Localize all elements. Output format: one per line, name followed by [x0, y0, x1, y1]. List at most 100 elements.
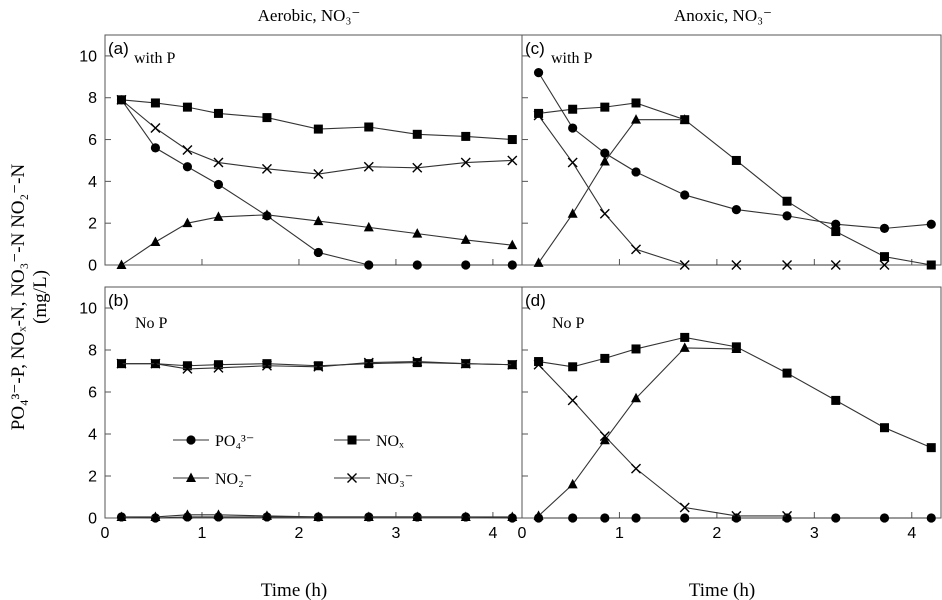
data-point-cross	[116, 94, 127, 105]
x-axis-title-right: Time (h)	[689, 580, 755, 600]
data-point-circle	[600, 513, 610, 523]
data-point-triangle	[533, 257, 544, 267]
data-point-triangle	[460, 234, 471, 244]
legend-label: NO₃⁻	[376, 471, 413, 488]
data-point-triangle	[567, 478, 578, 489]
data-point-cross	[782, 260, 793, 270]
data-point-circle	[879, 223, 890, 234]
data-point-circle	[313, 247, 323, 258]
series-triangle	[116, 509, 518, 521]
x-tick-label: 3	[810, 525, 819, 542]
data-point-triangle	[460, 511, 471, 521]
data-point-cross	[363, 161, 374, 172]
series-square	[116, 95, 517, 145]
panel-label: (a)	[108, 39, 129, 58]
data-point-square	[831, 227, 841, 237]
data-point-square	[600, 102, 610, 112]
data-point-triangle	[182, 509, 193, 519]
panel-annotation: with P	[551, 50, 592, 67]
x-tick-label: 4	[907, 525, 916, 542]
panel-d: 0 1 2 3 4 (d) No P	[518, 286, 942, 542]
data-point-triangle	[599, 156, 610, 166]
data-point-triangle	[731, 343, 742, 353]
y-tick-label: 6	[88, 385, 97, 402]
data-point-circle	[631, 513, 641, 523]
y-tick-label: 2	[88, 216, 97, 233]
y-tick-label: 6	[88, 132, 97, 149]
data-point-cross	[460, 358, 471, 369]
legend-item-cross: NO₃⁻	[334, 471, 413, 488]
panel-annotation: with P	[134, 50, 175, 67]
data-point-square	[600, 353, 610, 363]
data-point-circle	[926, 219, 936, 229]
x-tick-label: 0	[518, 525, 527, 542]
data-point-cross	[782, 510, 793, 521]
data-point-circle	[782, 513, 792, 523]
data-point-circle	[731, 204, 741, 215]
data-point-cross	[567, 395, 578, 406]
data-point-cross	[363, 357, 374, 368]
series-line	[121, 214, 513, 266]
y-tick-label: 10	[79, 301, 97, 318]
data-point-triangle	[679, 114, 690, 124]
data-point-square	[150, 98, 160, 108]
data-point-circle	[926, 513, 936, 523]
data-point-triangle	[412, 228, 423, 238]
series-circle	[533, 68, 936, 234]
data-point-triangle	[261, 510, 272, 520]
series-cross	[116, 356, 518, 374]
data-point-square	[412, 129, 422, 139]
data-point-square	[213, 360, 223, 370]
data-point-cross	[213, 157, 224, 168]
data-point-cross	[507, 359, 518, 370]
legend-item-square: NOₓ	[334, 433, 404, 450]
y-tick-label: 10	[79, 48, 97, 65]
data-point-circle	[600, 148, 610, 158]
series-cross	[533, 110, 890, 270]
data-point-triangle	[313, 215, 324, 226]
data-point-square	[631, 344, 641, 354]
legend-marker-circle	[186, 435, 196, 445]
series-circle	[116, 95, 517, 270]
data-point-circle	[568, 123, 578, 133]
x-tick-label: 4	[488, 525, 497, 542]
series-line	[538, 102, 932, 266]
data-point-circle	[364, 260, 374, 270]
y-axis-title: PO₄³⁻-P, NOₓ-N, NO₃⁻-N NO₂⁻-N (mg/L)	[8, 0, 68, 597]
data-point-square	[534, 357, 544, 367]
panel-b: 0 2 4 6 8 10 0 1 2 3 4 (b) No P	[79, 286, 523, 542]
data-point-cross	[631, 463, 642, 474]
data-point-triangle	[567, 208, 578, 218]
data-point-square	[926, 260, 936, 270]
y-tick-label: 8	[88, 90, 97, 107]
data-point-cross	[879, 260, 890, 270]
series-line	[538, 119, 685, 264]
data-point-circle	[680, 513, 690, 523]
data-point-cross	[182, 363, 193, 374]
panel-c: (c) with P	[521, 34, 942, 270]
y-tick-label: 4	[88, 427, 97, 444]
data-point-triangle	[679, 342, 690, 352]
data-point-square	[182, 361, 192, 371]
data-point-cross	[533, 359, 544, 370]
data-point-square	[507, 135, 517, 145]
data-point-circle	[831, 513, 841, 523]
data-point-circle	[150, 143, 161, 153]
data-point-square	[782, 368, 792, 378]
legend-item-circle: PO₄³⁻	[173, 433, 254, 450]
data-point-square	[262, 113, 272, 123]
series-line	[538, 336, 932, 449]
data-point-cross	[533, 110, 544, 121]
legend-label: PO₄³⁻	[215, 433, 254, 450]
data-point-square	[534, 108, 544, 118]
data-point-circle	[831, 219, 841, 229]
data-point-triangle	[116, 511, 127, 521]
data-point-triangle	[507, 239, 518, 250]
data-point-cross	[599, 431, 610, 442]
data-point-triangle	[261, 209, 272, 219]
column-title-anoxic: Anoxic, NO₃⁻	[674, 6, 772, 25]
data-point-cross	[679, 260, 690, 270]
data-point-circle	[182, 162, 193, 172]
plot-frame	[104, 286, 523, 519]
